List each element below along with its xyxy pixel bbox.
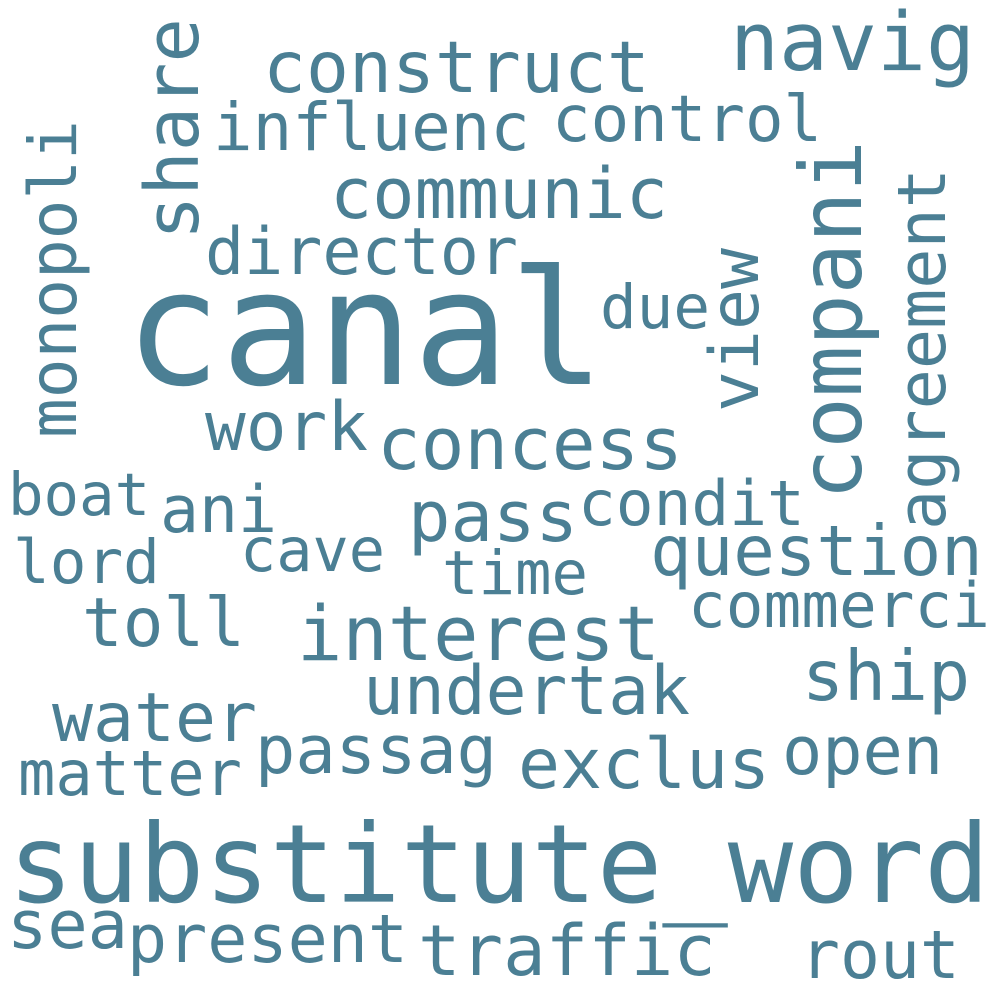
word-construct: construct — [263, 25, 650, 109]
word-present: present — [127, 899, 409, 978]
word-traffic: traffic — [418, 909, 716, 993]
word-substitute-word: substitute_word — [8, 800, 990, 928]
word-agreement: agreement — [882, 167, 961, 530]
word-lord: lord — [13, 527, 160, 598]
word-director: director — [205, 214, 519, 290]
word-rout: rout — [800, 915, 960, 994]
word-commerci: commerci — [688, 568, 990, 642]
word-due: due — [600, 271, 710, 343]
word-passag: passag — [255, 711, 498, 789]
word-time: time — [442, 539, 588, 610]
word-control: control — [552, 83, 823, 157]
word-undertak: undertak — [363, 652, 690, 731]
word-open: open — [782, 712, 944, 790]
word-boat: boat — [8, 459, 151, 529]
word-work: work — [205, 387, 369, 467]
word-monopoli: monopoli — [15, 120, 92, 438]
word-communic: communic — [330, 152, 669, 235]
word-share: share — [131, 17, 217, 240]
word-view: view — [696, 248, 775, 412]
word-pass: pass — [408, 475, 579, 559]
word-influenc: influenc — [213, 88, 530, 166]
word-ani: ani — [160, 473, 278, 549]
word-water: water — [52, 679, 257, 758]
word-compani: compani — [782, 140, 882, 500]
word-interest: interest — [297, 590, 661, 679]
word-navig: navig — [730, 0, 976, 90]
word-cave: cave — [240, 515, 385, 586]
word-canal: canal — [125, 236, 606, 423]
word-sea: sea — [7, 886, 129, 964]
word-condit: condit — [578, 467, 805, 541]
word-concess: concess — [377, 403, 683, 488]
word-question: question — [650, 511, 983, 592]
word-ship: ship — [802, 635, 971, 717]
word-matter: matter — [18, 737, 242, 810]
word-exclus: exclus — [518, 723, 771, 805]
word-toll: toll — [82, 582, 246, 662]
